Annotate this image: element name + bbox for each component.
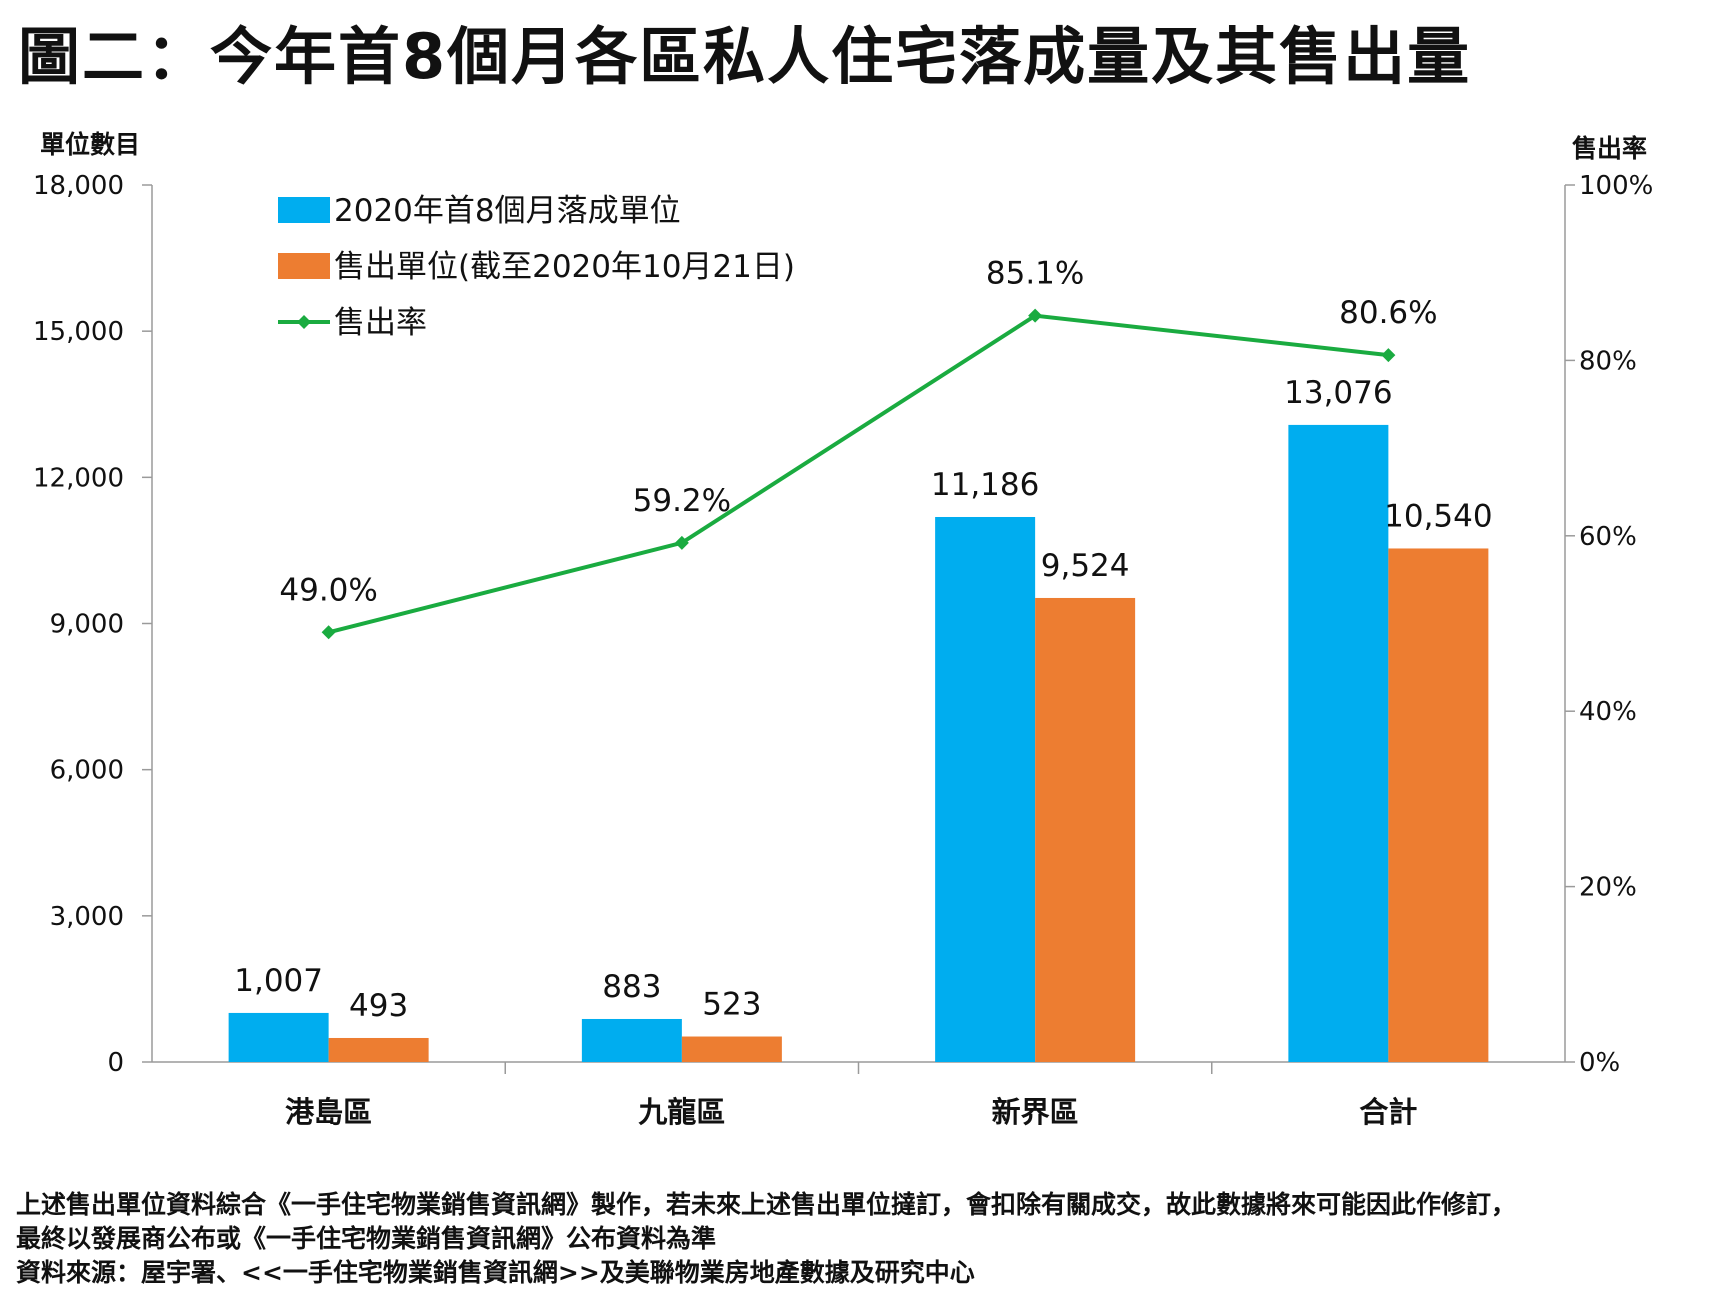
y-tick-label: 9,000 <box>50 610 124 640</box>
x-tick-label: 港島區 <box>285 1095 372 1129</box>
bar-sold <box>681 1036 782 1062</box>
bar-data-label: 11,186 <box>931 467 1039 503</box>
y2-tick-label: 80% <box>1579 346 1637 376</box>
bar-completed <box>935 516 1036 1062</box>
x-tick-label: 九龍區 <box>638 1095 725 1129</box>
x-tick-label: 新界區 <box>992 1095 1079 1129</box>
sell-rate-point <box>1381 348 1396 363</box>
bar-completed <box>581 1018 682 1062</box>
footnote-line: 上述售出單位資料綜合《一手住宅物業銷售資訊網》製作，若未來上述售出單位撻訂，會扣… <box>16 1190 1517 1219</box>
y-tick-label: 15,000 <box>33 317 124 347</box>
legend-swatch-completed <box>278 197 330 223</box>
y-axis-title: 單位數目 <box>40 130 140 159</box>
footnotes: 上述售出單位資料綜合《一手住宅物業銷售資訊網》製作，若未來上述售出單位撻訂，會扣… <box>16 1188 1516 1290</box>
chart-title: 圖二：今年首8個月各區私人住宅落成量及其售出量 <box>18 20 1472 93</box>
y-tick-label: 3,000 <box>50 902 124 932</box>
y2-tick-label: 60% <box>1579 522 1637 552</box>
bar-data-label: 1,007 <box>234 963 323 999</box>
sell-rate-label: 49.0% <box>279 572 377 608</box>
y-tick-label: 12,000 <box>33 463 124 493</box>
bar-completed <box>228 1012 329 1062</box>
sell-rate-line <box>328 313 1389 635</box>
bar-sold <box>1388 548 1489 1062</box>
bar-data-label: 10,540 <box>1384 498 1492 534</box>
sell-rate-point <box>321 625 336 640</box>
bar-data-label: 493 <box>349 988 408 1024</box>
bar-data-label: 9,524 <box>1041 548 1130 584</box>
footnote-line: 資料來源：屋宇署、<<一手住宅物業銷售資訊網>>及美聯物業房地產數據及研究中心 <box>16 1258 975 1287</box>
x-tick-label: 合計 <box>1359 1095 1417 1129</box>
legend-label: 2020年首8個月落成單位 <box>334 193 681 229</box>
y2-tick-label: 40% <box>1579 697 1637 727</box>
y-tick-label: 6,000 <box>50 756 124 786</box>
y-tick-label: 18,000 <box>33 171 124 201</box>
bar-data-label: 523 <box>702 987 761 1023</box>
chart: 0 3,000 6,000 9,000 12,000 15,000 18,000 0% 20% 4… <box>33 130 1653 1129</box>
sell-rate-label: 85.1% <box>986 256 1084 292</box>
y-tick-label: 0 <box>107 1048 124 1078</box>
y2-tick-label: 20% <box>1579 873 1637 903</box>
y2-tick-label: 0% <box>1579 1048 1620 1078</box>
footnote-line: 最終以發展商公布或《一手住宅物業銷售資訊網》公布資料為準 <box>16 1224 717 1253</box>
sell-rate-point <box>674 535 689 550</box>
legend-swatch-sold <box>278 253 330 279</box>
legend-marker-rate <box>297 315 311 329</box>
sell-rate-point <box>1028 308 1043 323</box>
legend-label: 售出單位(截至2020年10月21日) <box>334 249 795 285</box>
bar-completed <box>1288 424 1389 1063</box>
bar-data-label: 13,076 <box>1284 375 1392 411</box>
bar-sold <box>328 1037 429 1062</box>
sell-rate-label: 59.2% <box>633 483 731 519</box>
sell-rate-label: 80.6% <box>1339 295 1437 331</box>
y2-tick-label: 100% <box>1579 171 1653 201</box>
bar-data-label: 883 <box>602 969 661 1005</box>
y2-axis-title: 售出率 <box>1572 134 1647 163</box>
bar-sold <box>1035 597 1136 1062</box>
legend-label: 售出率 <box>334 305 427 341</box>
